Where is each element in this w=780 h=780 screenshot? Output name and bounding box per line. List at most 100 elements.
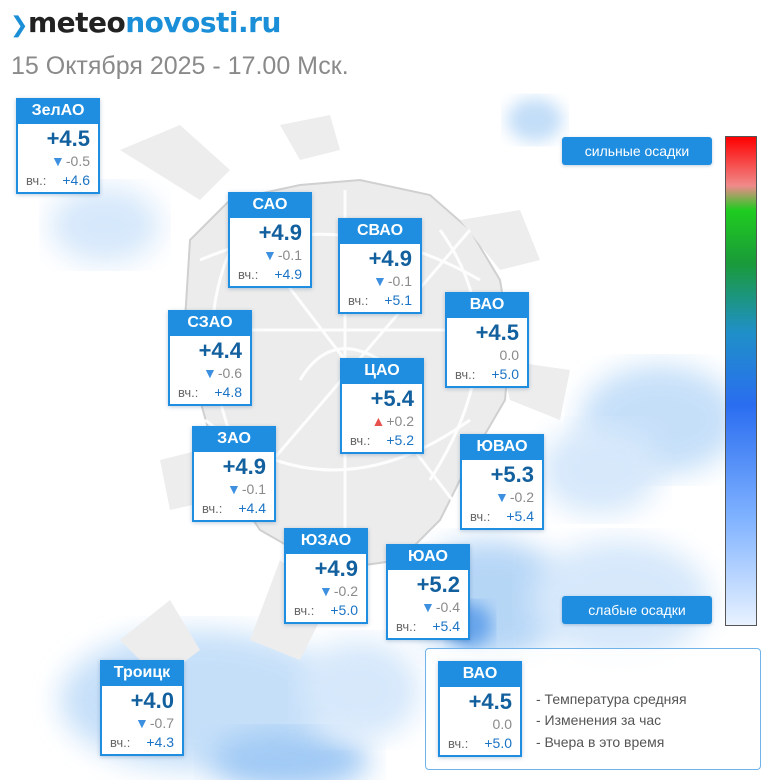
district-temp: +5.3 (490, 462, 534, 487)
district-yesterday: +5.0 (484, 735, 512, 751)
yesterday-label: вч.: (202, 501, 223, 516)
district-yesterday: +4.3 (146, 734, 174, 750)
district-name: ВАО (445, 292, 529, 318)
district-name: ЗелАО (16, 98, 100, 124)
yesterday-label: вч.: (238, 267, 259, 282)
district-yesterday: +5.0 (330, 602, 358, 618)
logo-text-meteo: meteo (27, 6, 126, 39)
district-change: ▼-0.5 (51, 153, 90, 169)
district-temp: +4.9 (258, 220, 302, 245)
district-name: Троицк (100, 660, 184, 686)
district-change: ▼-0.2 (319, 583, 358, 599)
district-yesterday: +5.2 (386, 432, 414, 448)
district-name: ВАО (438, 661, 522, 687)
yesterday-label: вч.: (294, 603, 315, 618)
district-card-yuao: ЮАО +5.2 ▼-0.4 вч.: +5.4 (386, 544, 470, 640)
district-yesterday: +4.9 (274, 266, 302, 282)
district-name: ЗАО (192, 426, 276, 452)
district-name: ЮАО (386, 544, 470, 570)
change-value: -0.4 (435, 599, 460, 615)
district-change: ▲+0.2 (372, 413, 415, 429)
district-temp: +4.9 (222, 454, 266, 479)
yesterday-label: вч.: (348, 293, 369, 308)
trend-down-icon: ▼ (421, 599, 435, 615)
yesterday-label: вч.: (396, 619, 417, 634)
yesterday-label: вч.: (455, 367, 476, 382)
district-yesterday: +4.8 (214, 384, 242, 400)
precipitation-scale (725, 136, 757, 626)
yesterday-label: вч.: (350, 433, 371, 448)
district-card-zao: ЗАО +4.9 ▼-0.1 вч.: +4.4 (192, 426, 276, 522)
yesterday-label: вч.: (110, 735, 131, 750)
legend-yesterday-desc: - Вчера в это время (536, 734, 665, 750)
change-value: 0.0 (492, 716, 512, 732)
logo-text-novosti: novosti.ru (125, 6, 281, 39)
trend-down-icon: ▼ (227, 481, 241, 497)
change-value: -0.7 (149, 715, 174, 731)
change-value: -0.2 (333, 583, 358, 599)
trend-down-icon: ▼ (495, 489, 509, 505)
yesterday-label: вч.: (448, 736, 469, 751)
legend-panel: ВАО +4.5 0.0 вч.: +5.0 - Температура сре… (425, 648, 761, 770)
yesterday-label: вч.: (470, 509, 491, 524)
district-name: ЮВАО (460, 434, 544, 460)
logo-chevron-icon: ❯ (10, 13, 28, 38)
district-name: САО (228, 192, 312, 218)
legend-temp-desc: - Температура средняя (536, 691, 687, 707)
trend-up-icon: ▲ (371, 413, 386, 429)
district-yesterday: +5.1 (384, 292, 412, 308)
district-temp: +4.5 (468, 689, 512, 714)
forecast-datetime: 15 Октября 2025 - 17.00 Мск. (11, 52, 349, 80)
district-card-szao: СЗАО +4.4 ▼-0.6 вч.: +4.8 (168, 310, 252, 406)
trend-down-icon: ▼ (373, 273, 387, 289)
yesterday-label: вч.: (178, 385, 199, 400)
district-card-troitsk: Троицк +4.0 ▼-0.7 вч.: +4.3 (100, 660, 184, 756)
site-logo[interactable]: ❯meteonovosti.ru (10, 6, 281, 39)
district-temp: +5.2 (416, 572, 460, 597)
district-name: ЦАО (340, 358, 424, 384)
legend-sample-card: ВАО +4.5 0.0 вч.: +5.0 (438, 661, 522, 757)
trend-down-icon: ▼ (135, 715, 149, 731)
district-card-svao: СВАО +4.9 ▼-0.1 вч.: +5.1 (338, 218, 422, 314)
district-temp: +4.5 (46, 126, 90, 151)
district-temp: +5.4 (370, 386, 414, 411)
district-temp: +4.0 (130, 688, 174, 713)
trend-down-icon: ▼ (319, 583, 333, 599)
district-temp: +4.5 (475, 320, 519, 345)
change-value: +0.2 (386, 413, 414, 429)
district-temp: +4.4 (198, 338, 242, 363)
district-change: ▼-0.2 (495, 489, 534, 505)
district-change: ▼-0.1 (373, 273, 412, 289)
district-name: СВАО (338, 218, 422, 244)
trend-down-icon: ▼ (203, 365, 217, 381)
change-value: -0.1 (241, 481, 266, 497)
change-value: -0.2 (509, 489, 534, 505)
district-change: 0.0 (500, 347, 519, 363)
district-yesterday: +4.4 (238, 500, 266, 516)
district-card-vao: ВАО +4.5 0.0 вч.: +5.0 (445, 292, 529, 388)
district-card-zelao: ЗелАО +4.5 ▼-0.5 вч.: +4.6 (16, 98, 100, 194)
district-yesterday: +5.4 (506, 508, 534, 524)
district-change: ▼-0.7 (135, 715, 174, 731)
change-value: 0.0 (499, 347, 519, 363)
district-change: ▼-0.6 (203, 365, 242, 381)
district-change: ▼-0.4 (421, 599, 460, 615)
heavy-precip-label: сильные осадки (562, 137, 712, 165)
district-temp: +4.9 (314, 556, 358, 581)
district-temp: +4.9 (368, 246, 412, 271)
district-card-yuvao: ЮВАО +5.3 ▼-0.2 вч.: +5.4 (460, 434, 544, 530)
district-change: 0.0 (493, 716, 512, 732)
district-card-tsao: ЦАО +5.4 ▲+0.2 вч.: +5.2 (340, 358, 424, 454)
trend-down-icon: ▼ (51, 153, 65, 169)
district-card-yuzao: ЮЗАО +4.9 ▼-0.2 вч.: +5.0 (284, 528, 368, 624)
legend-change-desc: - Изменения за час (536, 712, 662, 728)
district-name: СЗАО (168, 310, 252, 336)
district-name: ЮЗАО (284, 528, 368, 554)
yesterday-label: вч.: (26, 173, 47, 188)
change-value: -0.1 (387, 273, 412, 289)
change-value: -0.1 (277, 247, 302, 263)
district-card-sao: САО +4.9 ▼-0.1 вч.: +4.9 (228, 192, 312, 288)
district-change: ▼-0.1 (227, 481, 266, 497)
light-precip-label: слабые осадки (562, 596, 712, 624)
district-yesterday: +4.6 (62, 172, 90, 188)
